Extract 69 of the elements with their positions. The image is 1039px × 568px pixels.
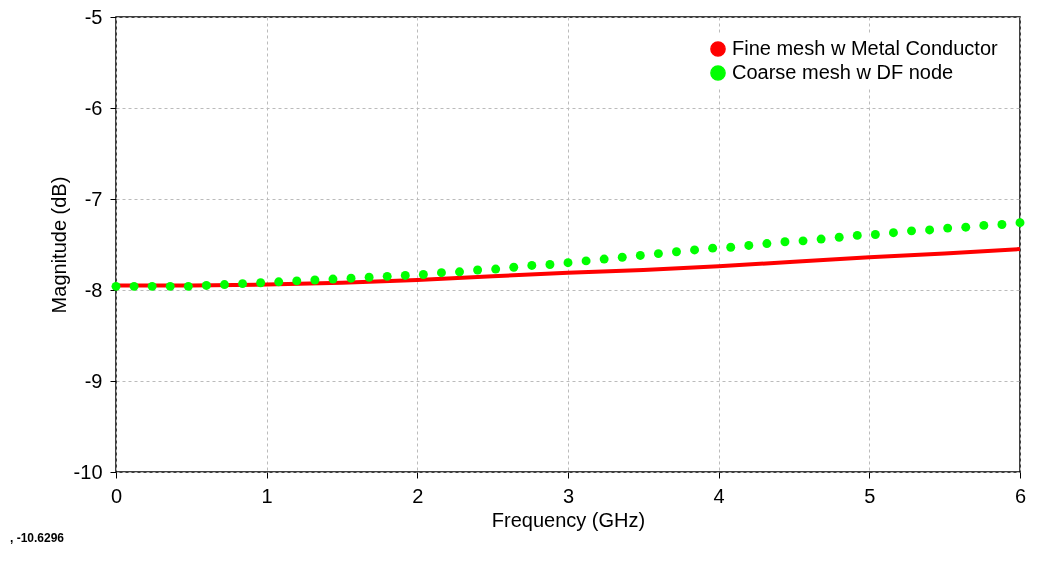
y-tick-label: -8 [84,278,103,301]
point [147,281,157,291]
legend-label: Fine mesh w Metal Conductor [732,37,998,59]
point [201,280,211,290]
point [961,222,971,232]
point [328,274,338,284]
point [310,275,320,285]
point [635,250,645,260]
point [165,281,175,291]
point [1015,218,1025,228]
point [726,242,736,252]
point [129,281,139,291]
point [238,279,248,289]
text: , -10.6296 [10,531,65,545]
point [436,268,446,278]
point [581,256,591,266]
x-tick-label: 5 [864,484,876,507]
point [292,276,302,286]
point [509,262,519,272]
y-tick-label: -7 [84,187,103,210]
point [852,230,862,240]
y-tick-label: -9 [84,369,103,392]
x-tick-label: 1 [261,484,273,507]
x-tick-label: 2 [412,484,424,507]
point [183,281,193,291]
point [816,234,826,244]
point [925,225,935,235]
point [274,277,284,287]
point [455,267,464,277]
point [762,239,772,249]
point [744,240,754,250]
point [256,278,266,288]
point [690,245,700,255]
x-tick-label: 4 [713,484,725,507]
y-tick-label: -6 [84,96,103,119]
point [346,273,356,283]
x-tick-label: 6 [1014,484,1027,507]
legend-label: Coarse mesh w DF node [732,61,954,83]
y-axis-title: Magnitude (dB) [47,176,70,314]
point [599,254,609,264]
point [491,264,501,274]
y-tick-label: -10 [73,460,103,483]
point [798,236,808,246]
point [220,280,229,289]
point [563,258,573,268]
x-tick-label: 3 [562,484,575,507]
point [418,270,428,279]
point [653,249,663,259]
point [364,272,374,282]
point [888,228,898,238]
point [834,232,844,242]
point [400,270,410,280]
point [943,223,953,233]
point [473,265,483,275]
point [870,230,880,239]
y-tick-label: -5 [84,5,103,28]
point [907,226,916,236]
point [997,220,1007,229]
point [780,237,790,247]
point [672,247,681,257]
point [979,220,989,230]
point [382,271,392,281]
point [111,281,121,291]
point [708,243,718,253]
point [617,252,627,262]
point [527,260,537,270]
point [545,260,555,269]
x-axis-title: Frequency (GHz) [491,508,646,531]
x-tick-label: 0 [110,484,123,507]
